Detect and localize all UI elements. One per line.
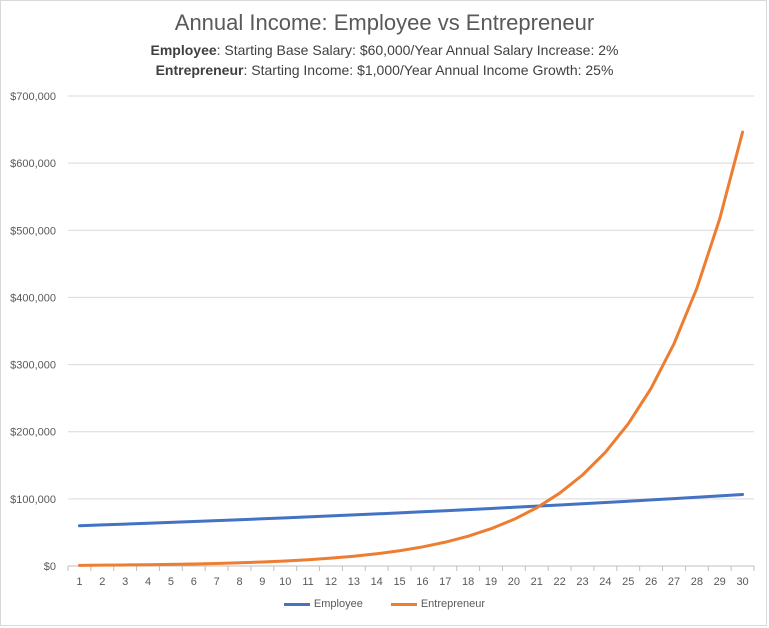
subtitle-entrepreneur-text: : Starting Income: $1,000/Year Annual In…	[243, 62, 614, 78]
x-tick-label: 21	[531, 576, 543, 588]
x-tick-label: 6	[191, 576, 197, 588]
chart-legend: Employee Entrepreneur	[0, 598, 769, 610]
x-tick-label: 17	[439, 576, 451, 588]
x-tick-label: 9	[259, 576, 265, 588]
legend-swatch-entrepreneur	[390, 602, 417, 606]
x-tick-label: 15	[393, 576, 405, 588]
x-tick-label: 12	[325, 576, 337, 588]
x-tick-label: 20	[508, 576, 520, 588]
x-tick-label: 8	[236, 576, 242, 588]
x-tick-label: 13	[348, 576, 360, 588]
legend-item-employee: Employee	[283, 598, 363, 610]
y-tick-label: $100,000	[10, 494, 56, 506]
y-tick-label: $700,000	[10, 91, 56, 103]
x-tick-label: 25	[622, 576, 634, 588]
x-tick-label: 18	[462, 576, 474, 588]
x-tick-label: 3	[122, 576, 128, 588]
legend-label-entrepreneur: Entrepreneur	[420, 598, 486, 610]
x-tick-label: 11	[302, 576, 313, 588]
legend-item-entrepreneur: Entrepreneur	[390, 598, 486, 610]
x-tick-label: 26	[645, 576, 657, 588]
x-tick-label: 29	[714, 576, 726, 588]
subtitle-employee-label: Employee	[150, 42, 217, 58]
subtitle-employee-text: : Starting Base Salary: $60,000/Year Ann…	[216, 42, 619, 58]
y-tick-label: $0	[44, 561, 56, 573]
x-tick-label: 16	[416, 576, 428, 588]
y-tick-label: $600,000	[10, 158, 56, 170]
x-tick-label: 30	[736, 576, 748, 588]
subtitle-entrepreneur-label: Entrepreneur	[155, 62, 244, 78]
x-tick-label: 23	[576, 576, 588, 588]
chart-subtitle-employee: Employee: Starting Base Salary: $60,000/…	[0, 42, 769, 58]
x-tick-label: 2	[99, 576, 105, 588]
y-tick-label: $500,000	[10, 225, 56, 237]
chart-title: Annual Income: Employee vs Entrepreneur	[174, 10, 595, 35]
x-tick-label: 1	[76, 576, 82, 588]
chart-subtitle-entrepreneur: Entrepreneur: Starting Income: $1,000/Ye…	[0, 62, 769, 78]
x-tick-label: 28	[691, 576, 703, 588]
x-tick-label: 5	[168, 576, 174, 588]
y-tick-label: $400,000	[10, 292, 56, 304]
x-tick-label: 19	[485, 576, 497, 588]
legend-swatch-employee	[283, 602, 310, 606]
x-tick-label: 24	[599, 576, 611, 588]
legend-label-employee: Employee	[313, 598, 363, 610]
y-tick-label: $200,000	[10, 427, 56, 439]
x-tick-label: 10	[279, 576, 291, 588]
x-tick-label: 7	[214, 576, 220, 588]
x-tick-label: 22	[554, 576, 566, 588]
x-tick-label: 4	[145, 576, 151, 588]
x-tick-label: 14	[371, 576, 383, 588]
series-line-entrepreneur	[77, 130, 745, 567]
x-tick-label: 27	[668, 576, 680, 588]
y-tick-label: $300,000	[10, 360, 56, 372]
series-line-employee	[77, 492, 745, 528]
